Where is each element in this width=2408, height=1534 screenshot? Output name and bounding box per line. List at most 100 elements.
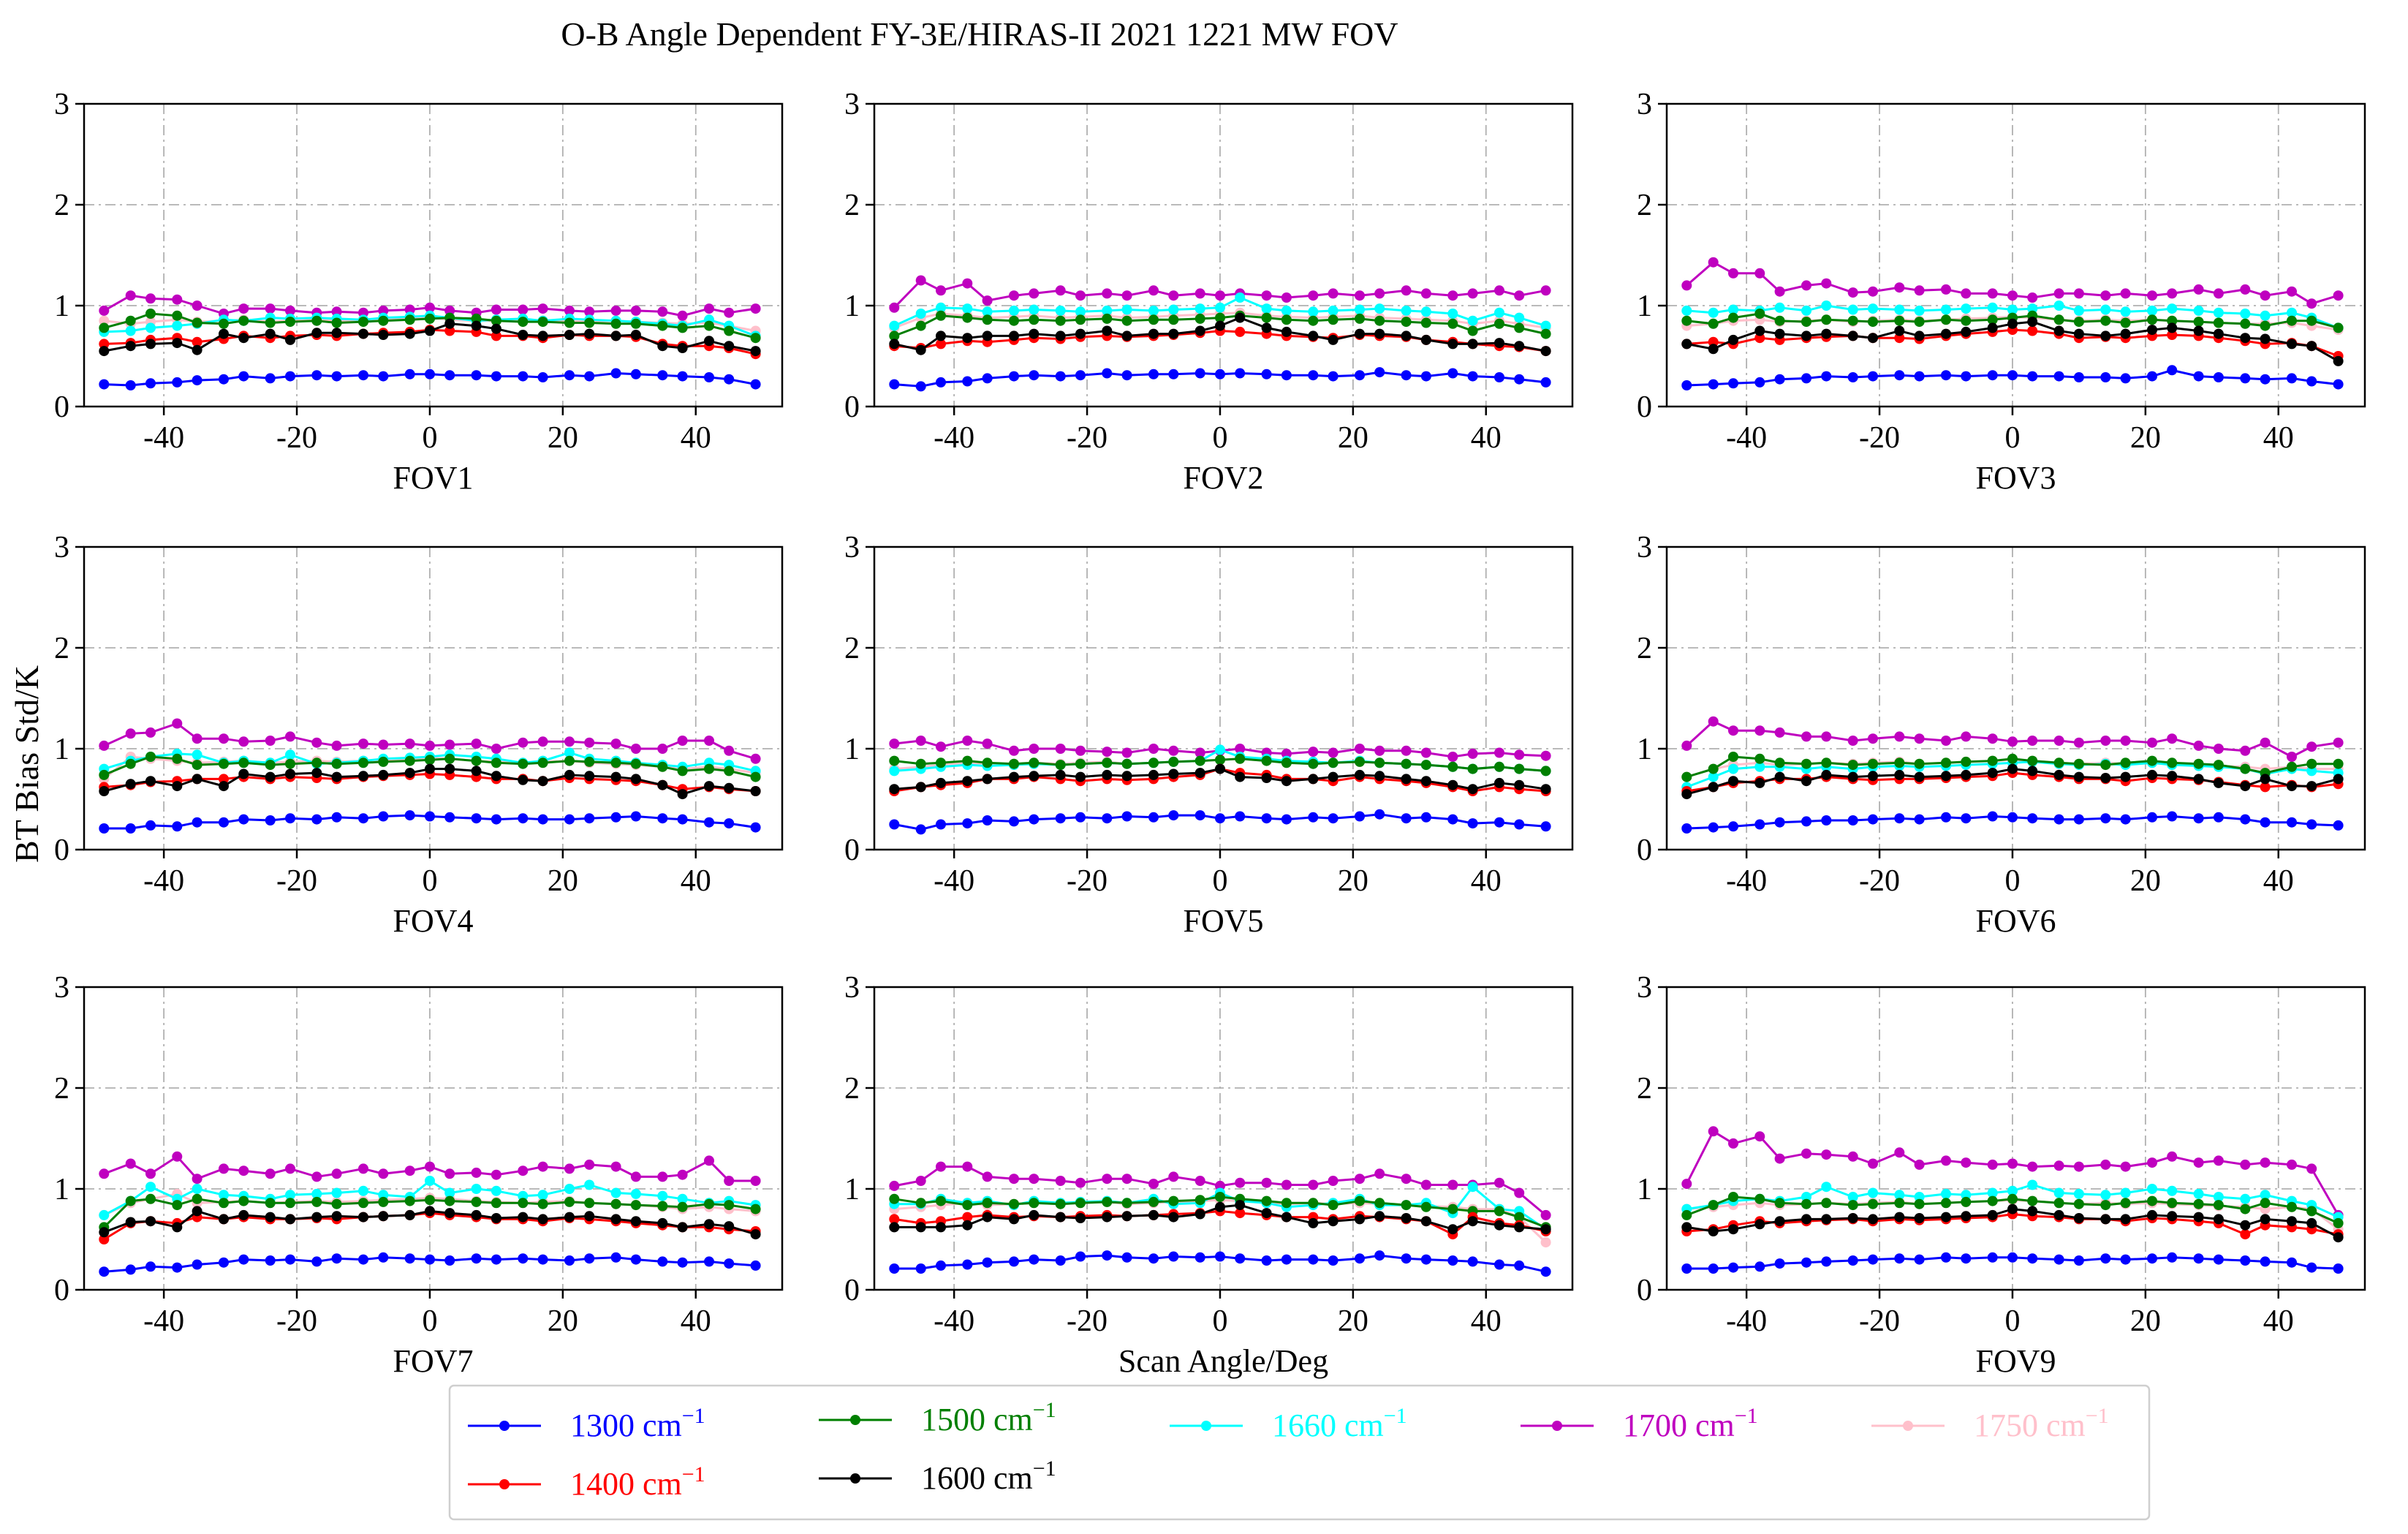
data-point (962, 312, 973, 323)
data-point (982, 306, 993, 317)
data-point (1194, 768, 1205, 779)
data-point (1708, 336, 1719, 347)
data-point (889, 784, 900, 795)
data-point (1754, 377, 1765, 388)
data-point (936, 777, 946, 788)
data-point (1374, 1168, 1385, 1179)
data-point (311, 814, 322, 825)
data-point (172, 821, 183, 832)
data-point (657, 1217, 668, 1228)
data-point (1194, 755, 1205, 766)
data-point (1055, 1198, 1066, 1209)
data-point (444, 739, 455, 750)
data-point (311, 370, 322, 381)
data-point (1801, 330, 1811, 341)
data-point (471, 320, 482, 331)
data-point (1215, 290, 1225, 301)
data-point (219, 817, 229, 828)
data-point (172, 1262, 183, 1273)
y-tick-label: 1 (844, 733, 860, 766)
data-point (1847, 815, 1858, 825)
data-point (1194, 1195, 1205, 1206)
data-point (1494, 307, 1504, 318)
x-tick-label: 0 (2004, 1304, 2020, 1338)
data-point (657, 1171, 668, 1182)
data-point (1009, 290, 1019, 301)
data-point (1055, 371, 1066, 382)
legend-label: 1700 cm−1 (1623, 1404, 1758, 1443)
data-point (99, 346, 110, 357)
data-point (99, 379, 110, 390)
series-1700 (1681, 1126, 2344, 1220)
data-point (630, 811, 641, 822)
legend-item-1600: 1600 cm−1 (819, 1456, 1056, 1496)
data-point (285, 334, 295, 345)
data-point (1467, 1182, 1478, 1193)
panel-xlabel: FOV4 (393, 903, 473, 939)
data-point (358, 1185, 368, 1196)
data-point (1847, 1151, 1858, 1162)
data-point (1941, 370, 1951, 381)
data-point (2007, 370, 2018, 381)
data-point (219, 328, 229, 339)
data-point (584, 737, 595, 748)
data-point (1914, 1159, 1925, 1170)
data-point (1308, 747, 1319, 757)
data-point (1987, 1209, 1998, 1220)
data-point (2027, 325, 2038, 336)
data-point (1009, 771, 1019, 782)
data-point (2306, 1206, 2317, 1217)
data-point (99, 305, 110, 316)
data-point (1148, 757, 1159, 768)
data-point (2053, 757, 2064, 768)
data-point (192, 344, 202, 355)
data-point (1708, 257, 1719, 268)
data-point (724, 1258, 735, 1269)
data-point (471, 313, 482, 324)
data-point (1728, 1262, 1738, 1273)
data-point (425, 1161, 435, 1172)
data-point (1055, 744, 1066, 754)
data-point (145, 339, 156, 350)
data-point (2260, 1190, 2271, 1201)
data-point (2073, 1188, 2084, 1199)
data-point (1708, 771, 1719, 782)
data-point (2240, 1255, 2251, 1266)
data-point (518, 317, 529, 328)
y-tick-label: 3 (1637, 88, 1652, 121)
data-point (265, 317, 276, 328)
data-point (404, 328, 415, 339)
data-point (125, 823, 136, 834)
data-point (358, 317, 368, 328)
data-point (358, 1198, 368, 1209)
x-tick-label: 40 (2263, 864, 2294, 898)
data-point (962, 1200, 973, 1211)
data-point (1148, 1179, 1159, 1190)
data-point (2027, 755, 2038, 766)
data-point (1774, 727, 1785, 738)
data-point (125, 779, 136, 790)
data-point (2073, 1198, 2084, 1209)
data-point (265, 373, 276, 384)
data-point (1102, 747, 1113, 757)
data-point (238, 303, 249, 314)
data-point (889, 1193, 900, 1204)
data-point (1355, 328, 1365, 339)
data-point (1708, 344, 1719, 355)
data-point (1708, 1263, 1719, 1274)
data-point (1894, 315, 1905, 326)
data-point (1894, 813, 1905, 824)
x-tick-label: 20 (548, 1304, 578, 1338)
data-point (630, 1254, 641, 1265)
data-point (238, 757, 249, 768)
data-point (99, 823, 110, 834)
data-point (677, 814, 688, 825)
data-point (724, 745, 735, 756)
data-point (471, 370, 482, 381)
data-point (2260, 374, 2271, 385)
data-point (1235, 312, 1246, 323)
x-tick-label: 40 (681, 1304, 711, 1338)
data-point (2073, 1161, 2084, 1172)
y-tick-label: 1 (1637, 733, 1652, 766)
data-point (537, 814, 548, 825)
